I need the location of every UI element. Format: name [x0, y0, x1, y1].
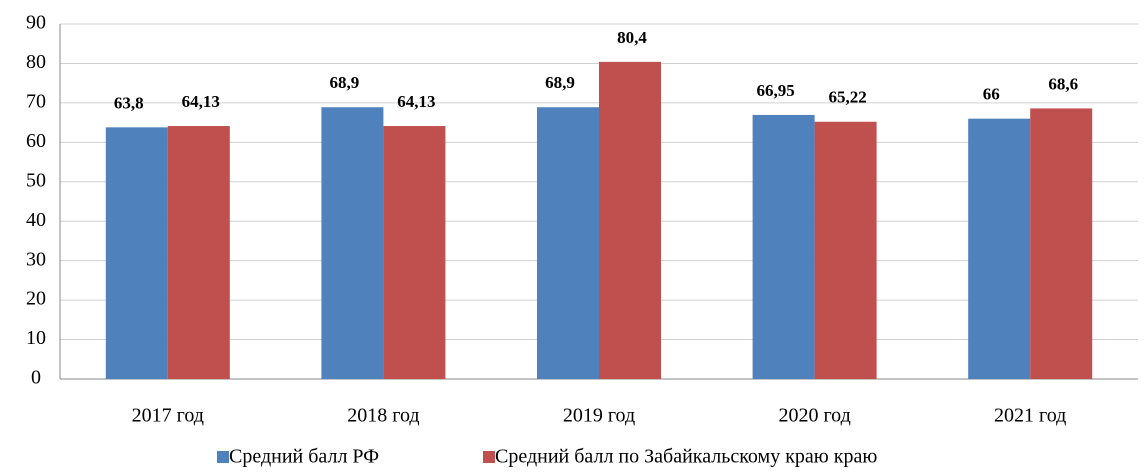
- legend-swatch: [483, 451, 495, 463]
- legend-swatch: [217, 451, 229, 463]
- bar: [752, 114, 815, 380]
- value-label: 68,9: [330, 73, 360, 92]
- y-tick-label: 10: [26, 327, 46, 349]
- x-tick-label: 2020 год: [778, 405, 850, 427]
- bar: [814, 121, 877, 379]
- bar: [321, 107, 384, 379]
- value-label: 68,6: [1048, 74, 1078, 93]
- value-label: 80,4: [617, 28, 647, 47]
- value-label: 65,22: [828, 88, 866, 107]
- x-tick-label: 2021 год: [994, 405, 1066, 427]
- bar: [1030, 108, 1093, 380]
- x-tick-label: 2018 год: [347, 405, 419, 427]
- y-tick-label: 60: [26, 130, 46, 152]
- y-tick-label: 70: [26, 90, 46, 112]
- bar: [105, 127, 168, 379]
- x-tick-label: 2017 год: [132, 405, 204, 427]
- y-tick-label: 50: [26, 169, 46, 191]
- value-label: 66: [983, 85, 1000, 104]
- bar: [383, 126, 446, 379]
- y-tick-label: 80: [26, 51, 46, 73]
- bar: [599, 61, 661, 379]
- legend-label: Средний балл по Забайкальскому краю краю: [495, 446, 877, 468]
- value-label: 64,13: [397, 92, 435, 111]
- value-label: 66,95: [756, 81, 794, 100]
- y-tick-label: 30: [26, 248, 46, 270]
- y-tick-label: 0: [31, 367, 41, 389]
- value-label: 68,9: [545, 73, 575, 92]
- value-label: 64,13: [182, 92, 220, 111]
- y-tick-label: 90: [26, 12, 46, 34]
- legend-label: Средний балл РФ: [229, 446, 379, 468]
- bar: [537, 107, 599, 379]
- y-tick-label: 20: [26, 288, 46, 310]
- bar: [968, 118, 1031, 380]
- value-label: 63,8: [114, 93, 144, 112]
- bar: [167, 126, 230, 379]
- x-tick-label: 2019 год: [563, 405, 635, 427]
- y-tick-label: 40: [26, 209, 46, 231]
